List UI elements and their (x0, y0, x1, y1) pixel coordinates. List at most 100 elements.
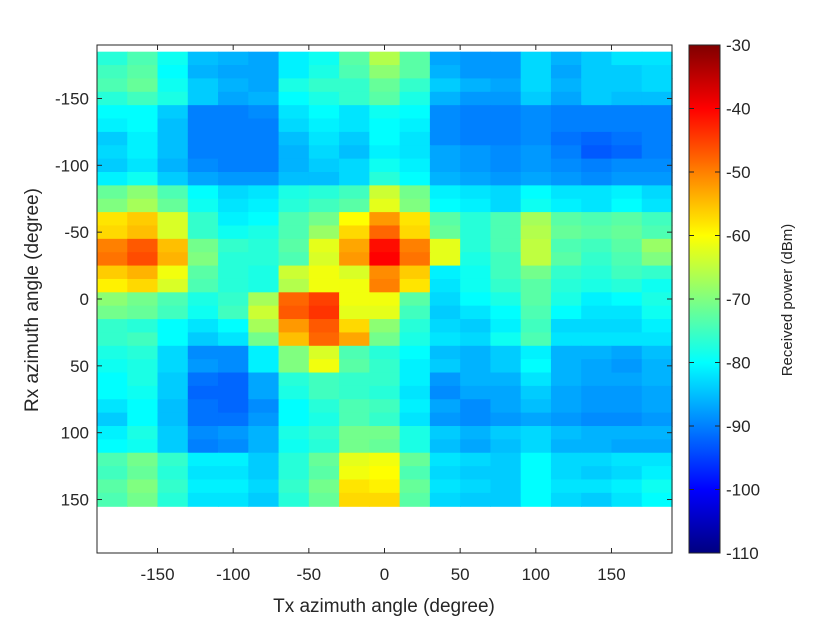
heatmap-cell (97, 439, 128, 454)
heatmap-cell (550, 305, 582, 320)
heatmap-cell (308, 439, 340, 454)
heatmap-cell (490, 305, 522, 320)
heatmap-cell (399, 319, 431, 334)
heatmap-cell (97, 105, 128, 120)
heatmap-cell (429, 319, 461, 334)
heatmap-cell (581, 238, 613, 253)
heatmap-cell (399, 238, 431, 253)
colorbar-tick-label: -30 (726, 36, 751, 55)
heatmap-cell (490, 78, 522, 93)
heatmap-cell (520, 131, 552, 146)
heatmap-cell (611, 439, 643, 454)
heatmap-cell (581, 158, 613, 173)
heatmap-cell (248, 225, 280, 240)
heatmap-cell (339, 372, 370, 387)
heatmap-cell (187, 345, 219, 360)
heatmap-cell (641, 426, 673, 440)
heatmap-cell (429, 185, 461, 200)
heatmap-cell (490, 332, 522, 347)
heatmap-cell (218, 198, 249, 213)
heatmap-cell (611, 131, 643, 146)
heatmap-cell (550, 372, 582, 387)
heatmap-cell (399, 252, 431, 267)
heatmap-cell (520, 278, 552, 293)
heatmap-cell (399, 172, 431, 186)
heatmap-cell (399, 78, 431, 93)
colorbar-tick-label: -80 (726, 354, 751, 373)
heatmap-cell (157, 51, 189, 66)
heatmap-cell (278, 252, 310, 267)
heatmap-cell (550, 51, 582, 66)
heatmap-cell (127, 91, 159, 106)
heatmap-cell (339, 385, 370, 400)
heatmap-cell (460, 51, 492, 66)
heatmap-cell (187, 198, 219, 213)
heatmap-cell (550, 185, 582, 200)
heatmap-cell (308, 372, 340, 387)
heatmap-cell (520, 426, 552, 440)
heatmap-cell (187, 238, 219, 253)
heatmap-cell (399, 345, 431, 360)
heatmap-cell (308, 105, 340, 120)
heatmap-cell (308, 252, 340, 267)
heatmap-cell (611, 399, 643, 414)
heatmap-cell (429, 265, 461, 280)
heatmap-cell (460, 158, 492, 173)
heatmap-cell (248, 158, 280, 173)
heatmap-cell (490, 385, 522, 400)
heatmap-cell (550, 105, 582, 120)
heatmap-cell (550, 238, 582, 253)
heatmap-cell (460, 372, 492, 387)
heatmap-cell (429, 439, 461, 454)
heatmap-cell (157, 198, 189, 213)
heatmap-cell (369, 105, 401, 120)
heatmap-cell (97, 385, 128, 400)
heatmap-cell (641, 212, 673, 227)
heatmap-cell (399, 265, 431, 280)
heatmap-cell (460, 78, 492, 93)
heatmap-cell (308, 185, 340, 200)
heatmap-cell (611, 78, 643, 93)
heatmap-cell (399, 131, 431, 146)
heatmap-cell (429, 332, 461, 347)
heatmap-cell (339, 479, 370, 494)
heatmap-cell (520, 185, 552, 200)
heatmap-cell (460, 131, 492, 146)
heatmap-cell (490, 238, 522, 253)
heatmap-cell (369, 492, 401, 507)
heatmap-cell (369, 479, 401, 494)
heatmap-cell (581, 91, 613, 106)
heatmap-cell (611, 305, 643, 320)
heatmap-cell (278, 51, 310, 66)
heatmap-cell (97, 265, 128, 280)
heatmap-cell (278, 198, 310, 213)
heatmap-cell (278, 158, 310, 173)
heatmap-cell (127, 359, 159, 374)
heatmap-cell (127, 65, 159, 80)
heatmap-cell (127, 385, 159, 400)
heatmap-cell (278, 426, 310, 440)
heatmap-cell (218, 185, 249, 200)
heatmap-cell (248, 345, 280, 360)
heatmap-cell (218, 412, 249, 427)
heatmap-cell (339, 238, 370, 253)
heatmap-cell (429, 78, 461, 93)
heatmap-cell (490, 345, 522, 360)
heatmap-cell (308, 225, 340, 240)
heatmap-cell (429, 198, 461, 213)
heatmap-cell (308, 265, 340, 280)
heatmap-cell (187, 439, 219, 454)
heatmap-cell (97, 118, 128, 133)
heatmap-cell (460, 399, 492, 414)
heatmap-cell (278, 212, 310, 227)
heatmap-cell (641, 439, 673, 454)
heatmap-cell (490, 479, 522, 494)
heatmap-cell (399, 466, 431, 481)
heatmap-cell (308, 118, 340, 133)
heatmap-cell (157, 332, 189, 347)
heatmap-cell (550, 225, 582, 240)
heatmap-cell (308, 91, 340, 106)
heatmap-cell (369, 265, 401, 280)
heatmap-cell (641, 158, 673, 173)
heatmap-cell (460, 212, 492, 227)
